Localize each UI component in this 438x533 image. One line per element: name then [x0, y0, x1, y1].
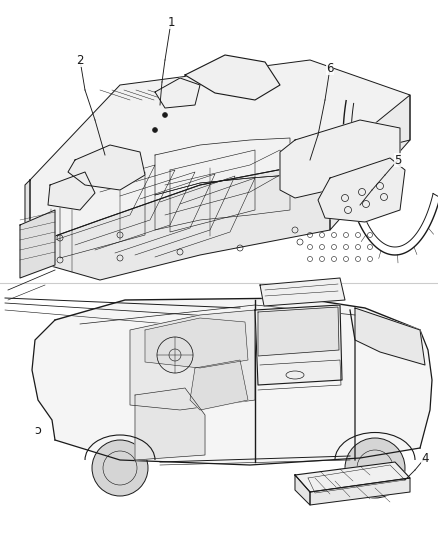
Polygon shape [295, 462, 410, 492]
Polygon shape [20, 210, 55, 278]
Polygon shape [30, 160, 330, 280]
Text: 6: 6 [326, 61, 334, 75]
Polygon shape [32, 298, 432, 465]
Polygon shape [68, 145, 145, 190]
Polygon shape [145, 318, 248, 368]
Circle shape [345, 438, 405, 498]
Polygon shape [295, 475, 310, 505]
Circle shape [152, 127, 158, 133]
Polygon shape [190, 360, 248, 410]
Polygon shape [318, 158, 405, 222]
Circle shape [92, 440, 148, 496]
Polygon shape [155, 78, 200, 108]
Polygon shape [30, 60, 410, 245]
Text: 2: 2 [76, 53, 84, 67]
Polygon shape [280, 120, 400, 198]
Circle shape [162, 112, 167, 117]
Text: ɔ: ɔ [35, 424, 42, 437]
Polygon shape [330, 95, 410, 230]
Polygon shape [25, 180, 30, 250]
Polygon shape [48, 172, 95, 210]
Polygon shape [310, 478, 410, 505]
Polygon shape [130, 310, 255, 410]
Text: 5: 5 [394, 154, 402, 166]
Text: 4: 4 [421, 451, 429, 464]
Polygon shape [135, 388, 205, 460]
Polygon shape [260, 278, 345, 306]
Polygon shape [258, 307, 339, 356]
Polygon shape [255, 305, 342, 385]
Polygon shape [185, 55, 280, 100]
Text: 1: 1 [167, 15, 175, 28]
Polygon shape [355, 308, 425, 365]
